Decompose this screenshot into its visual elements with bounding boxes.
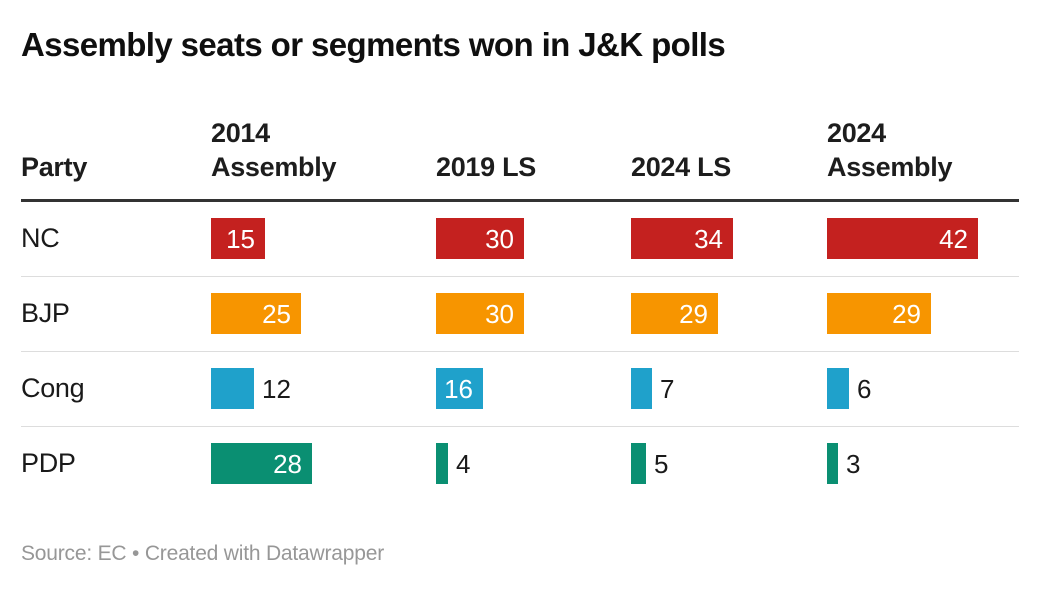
bar-value-label: 6 bbox=[857, 373, 872, 404]
bar-cell: 12 bbox=[211, 368, 436, 410]
datawrapper-credit-link[interactable]: Created with Datawrapper bbox=[144, 541, 384, 565]
column-header-2019-ls: 2019 LS bbox=[436, 151, 536, 182]
seat-bar bbox=[827, 368, 849, 410]
footer-separator: • bbox=[132, 541, 140, 565]
seat-bar: 30 bbox=[436, 218, 524, 260]
party-label: NC bbox=[21, 223, 60, 254]
source-line: Source: EC • Created with Datawrapper bbox=[21, 542, 1019, 566]
bar-cell: 34 bbox=[631, 218, 827, 260]
bar-cell: 4 bbox=[436, 443, 631, 485]
seat-bar bbox=[631, 443, 646, 485]
seat-bar: 29 bbox=[827, 293, 931, 335]
bar-value-label: 25 bbox=[262, 298, 291, 329]
column-header-2024-assembly: 2024 Assembly bbox=[827, 117, 953, 182]
bar-value-label: 3 bbox=[846, 448, 861, 479]
bar-value-label: 5 bbox=[654, 448, 669, 479]
bar-value-label: 4 bbox=[456, 448, 471, 479]
bar-cell: 3 bbox=[827, 443, 1019, 485]
party-label: BJP bbox=[21, 298, 70, 329]
source-label: Source: bbox=[21, 541, 92, 565]
chart-title: Assembly seats or segments won in J&K po… bbox=[21, 26, 726, 63]
column-header-party: Party bbox=[21, 151, 88, 182]
seat-bar bbox=[211, 368, 254, 410]
bar-value-label: 42 bbox=[939, 223, 968, 254]
bar-cell: 16 bbox=[436, 368, 631, 410]
table-row: BJP 25 30 29 29 bbox=[21, 275, 1019, 351]
column-header-2024-ls: 2024 LS bbox=[631, 151, 731, 182]
bar-cell: 29 bbox=[631, 293, 827, 335]
bar-cell: 7 bbox=[631, 368, 827, 410]
table-row: NC 15 30 34 42 bbox=[21, 202, 1019, 276]
bar-value-label: 30 bbox=[485, 223, 514, 254]
seat-bar bbox=[436, 443, 448, 485]
bar-value-label: 28 bbox=[273, 448, 302, 479]
bar-cell: 15 bbox=[211, 218, 436, 260]
bar-value-label: 12 bbox=[262, 373, 291, 404]
seat-bar: 34 bbox=[631, 218, 733, 260]
bar-cell: 25 bbox=[211, 293, 436, 335]
bar-value-label: 29 bbox=[892, 298, 921, 329]
table-header-row: Party 2014 Assembly 2019 LS 2024 LS 2024… bbox=[21, 116, 1019, 202]
party-label: PDP bbox=[21, 448, 76, 479]
seat-bar: 29 bbox=[631, 293, 718, 335]
seat-bar: 25 bbox=[211, 293, 301, 335]
table-row: PDP 28 4 5 3 bbox=[21, 425, 1019, 501]
bar-cell: 42 bbox=[827, 218, 1019, 260]
bar-value-label: 7 bbox=[660, 373, 675, 404]
seat-bar: 28 bbox=[211, 443, 312, 485]
seat-bar bbox=[827, 443, 838, 485]
bar-cell: 5 bbox=[631, 443, 827, 485]
source-value: EC bbox=[97, 541, 127, 565]
column-header-2014-assembly: 2014 Assembly bbox=[211, 117, 337, 182]
bar-cell: 30 bbox=[436, 218, 631, 260]
chart-card: Assembly seats or segments won in J&K po… bbox=[21, 26, 1019, 566]
seat-bar: 42 bbox=[827, 218, 978, 260]
bar-value-label: 30 bbox=[485, 298, 514, 329]
table-row: Cong 12 16 7 6 bbox=[21, 350, 1019, 426]
bar-value-label: 34 bbox=[694, 223, 723, 254]
bar-value-label: 15 bbox=[226, 223, 255, 254]
bar-cell: 28 bbox=[211, 443, 436, 485]
seat-bar: 15 bbox=[211, 218, 265, 260]
seat-bar: 16 bbox=[436, 368, 483, 410]
bar-value-label: 29 bbox=[679, 298, 708, 329]
bar-cell: 6 bbox=[827, 368, 1019, 410]
seat-bar: 30 bbox=[436, 293, 524, 335]
bar-value-label: 16 bbox=[444, 373, 473, 404]
table-body: NC 15 30 34 42 BJP 25 30 29 29 Cong 12 16 7 6 PDP 28 4 5 3 bbox=[21, 202, 1019, 501]
party-label: Cong bbox=[21, 373, 85, 404]
bar-cell: 29 bbox=[827, 293, 1019, 335]
seat-bar bbox=[631, 368, 652, 410]
bar-cell: 30 bbox=[436, 293, 631, 335]
